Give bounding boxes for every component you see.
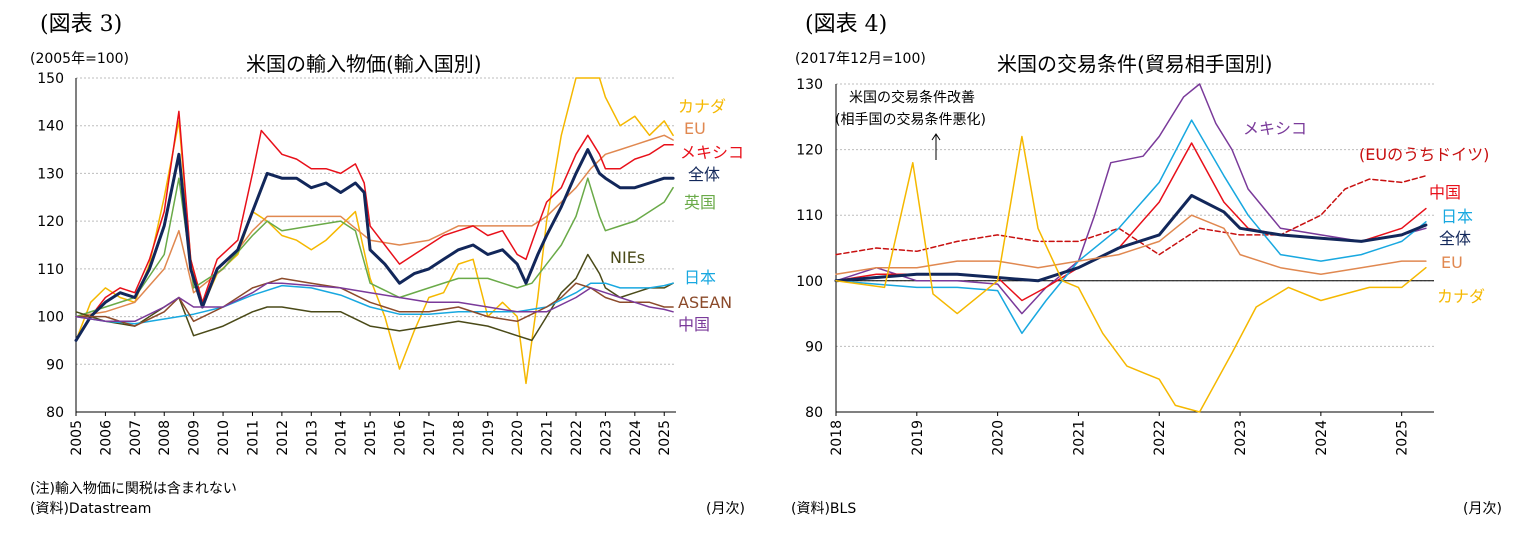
series-line [75, 277, 674, 327]
x-tick-label: 2007 [128, 420, 144, 456]
x-tick-label: 2021 [540, 420, 556, 456]
series-line [74, 148, 675, 342]
x-tick-label: 2008 [157, 420, 173, 456]
series-label: 日本 [1441, 207, 1473, 226]
series-label: カナダ [678, 97, 726, 116]
x-axis-title: (月次) [1463, 501, 1502, 517]
series-label: NIEs [610, 248, 645, 267]
series-line [75, 282, 674, 323]
x-tick-label: 2022 [569, 420, 585, 456]
series-line [835, 175, 1427, 256]
series-label: EU [1441, 253, 1463, 272]
y-tick-label: 120 [37, 214, 64, 230]
series-line [75, 134, 674, 318]
series-label: ASEAN [678, 293, 732, 312]
series-line [834, 194, 1428, 283]
x-tick-label: 2019 [910, 420, 926, 456]
x-tick-label: 2011 [245, 420, 261, 456]
figure-label: (図表 4) [805, 12, 888, 37]
series-line [835, 135, 1427, 413]
x-tick-label: 2006 [98, 420, 114, 456]
y-tick-label: 120 [796, 143, 823, 159]
x-tick-label: 2022 [1152, 420, 1168, 456]
x-tick-label: 2019 [481, 420, 497, 456]
chart-panel-import-prices: (図表 3) (2005年=100) 米国の輸入物価(輸入国別) 80 90 100… [30, 12, 745, 517]
source-note: (資料)Datastream [30, 501, 152, 517]
x-tick-label: 2010 [216, 420, 232, 456]
x-tick-label: 2023 [598, 420, 614, 456]
y-tick-label: 140 [37, 119, 64, 135]
y-tick-label: 110 [37, 262, 64, 278]
series-line [835, 142, 1427, 302]
footnote: (注)輸入物価に関税は含まれない [30, 481, 237, 497]
x-tick-label: 2024 [628, 420, 644, 456]
x-tick-label: 2014 [334, 420, 350, 456]
series-label: (EUのうちドイツ) [1359, 145, 1489, 164]
series-label: 英国 [684, 193, 716, 212]
base-label: (2017年12月=100) [795, 51, 926, 67]
x-tick-label: 2009 [187, 420, 203, 456]
chart-title: 米国の輸入物価(輸入国別) [246, 52, 482, 76]
series-line [835, 214, 1427, 275]
y-tick-label: 130 [37, 166, 64, 182]
x-tick-label: 2015 [363, 420, 379, 456]
x-tick-label: 2016 [393, 420, 409, 456]
y-tick-label: 90 [46, 357, 64, 373]
series-label: 全体 [688, 165, 720, 184]
y-tick-label: 100 [37, 310, 64, 326]
annotation-text: (相手国の交易条件悪化) [835, 111, 986, 128]
x-tick-label: 2012 [275, 420, 291, 456]
annotation-arrowhead [931, 133, 941, 141]
series-label: 全体 [1439, 229, 1471, 248]
source-note: (資料)BLS [791, 501, 857, 517]
annotation-text: 米国の交易条件改善 [849, 89, 975, 106]
chart-panel-terms-of-trade: (図表 4) (2017年12月=100) 米国の交易条件(貿易相手国別) 80… [765, 0, 1530, 545]
series-line [75, 282, 674, 325]
series-label: 中国 [678, 315, 710, 334]
chart-svg: 80 90 100 110 120 130 2018 2019 2020 2021 2022 2023… [796, 77, 1489, 456]
x-tick-label: 2013 [304, 420, 320, 456]
series-label: 中国 [1429, 183, 1461, 202]
x-tick-label: 2024 [1314, 420, 1330, 456]
series-label: カナダ [1437, 287, 1485, 306]
x-tick-label: 2018 [829, 420, 845, 456]
y-tick-label: 110 [796, 208, 823, 224]
series-line [75, 253, 674, 342]
x-tick-label: 2018 [451, 420, 467, 456]
chart-title: 米国の交易条件(貿易相手国別) [997, 52, 1273, 76]
x-tick-label: 2017 [422, 420, 438, 456]
y-tick-label: 100 [796, 274, 823, 290]
series-label: EU [684, 119, 706, 138]
x-tick-label: 2020 [510, 420, 526, 456]
series-line [835, 119, 1427, 335]
series-label: メキシコ [680, 143, 744, 162]
x-axis-title: (月次) [706, 501, 745, 517]
figure-label: (図表 3) [40, 12, 123, 37]
x-tick-label: 2023 [1233, 420, 1249, 456]
x-tick-label: 2005 [69, 420, 85, 456]
series-label: メキシコ [1243, 119, 1307, 138]
series-label: 日本 [684, 268, 716, 287]
y-tick-label: 80 [46, 405, 64, 421]
series-line [835, 83, 1427, 315]
series-line [75, 177, 674, 318]
x-tick-label: 2025 [1395, 420, 1411, 456]
x-tick-label: 2020 [991, 420, 1007, 456]
y-tick-label: 80 [805, 405, 823, 421]
y-tick-label: 150 [37, 71, 64, 87]
chart-svg: 80 90 100 110 120 130 140 150 2005 2006 2007 2008 20… [37, 71, 744, 456]
x-tick-label: 2025 [657, 420, 673, 456]
y-tick-label: 90 [805, 339, 823, 355]
x-tick-label: 2021 [1071, 420, 1087, 456]
y-tick-label: 130 [796, 77, 823, 93]
series-line [75, 110, 674, 342]
base-label: (2005年=100) [30, 51, 130, 67]
